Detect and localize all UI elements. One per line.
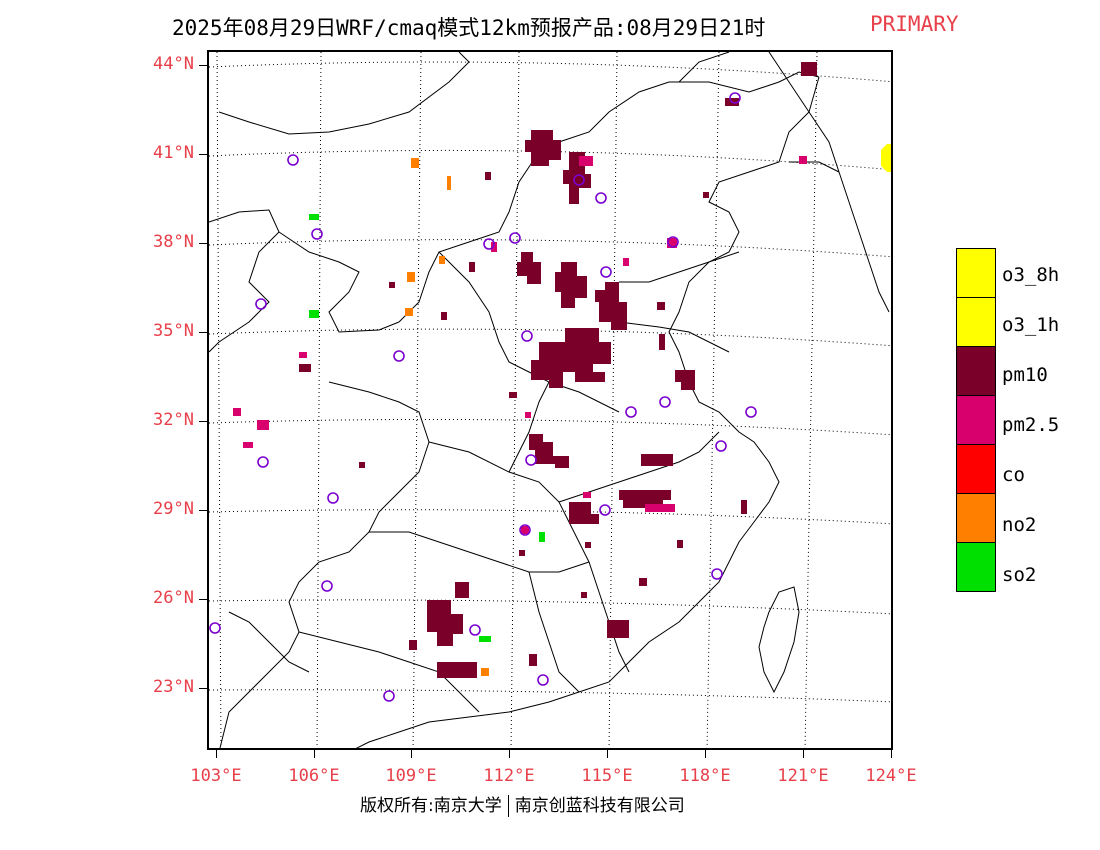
lat-tick [199,599,207,600]
legend-label-pm25: pm2.5 [1002,414,1060,436]
lat-tick [199,243,207,244]
legend-label-pm10: pm10 [1002,364,1048,386]
map-panel[interactable] [207,50,893,750]
lon-label-118: 118°E [679,766,731,786]
copyright-footer: 版权所有:南京大学 南京创蓝科技有限公司 [360,791,685,817]
legend-label-o3-1h: o3_1h [1002,314,1060,336]
lat-label-44: 44°N [153,54,194,74]
lon-label-109: 109°E [385,766,437,786]
legend-label-co: co [1002,464,1025,486]
lon-tick [891,750,892,758]
lon-label-115: 115°E [581,766,633,786]
legend-label-so2: so2 [1002,564,1037,586]
lon-tick [607,750,608,758]
legend-label-no2: no2 [1002,514,1037,536]
lon-tick [705,750,706,758]
lon-tick [509,750,510,758]
legend [956,248,996,592]
map-svg [209,52,891,748]
legend-swatch-so2 [956,542,996,592]
lon-tick [411,750,412,758]
lat-label-23: 23°N [153,677,194,697]
lon-tick [803,750,804,758]
primary-tag: PRIMARY [870,12,959,36]
lat-tick [199,65,207,66]
lat-tick [199,154,207,155]
lat-label-26: 26°N [153,588,194,608]
lon-tick [314,750,315,758]
legend-swatch-no2 [956,493,996,543]
lat-label-38: 38°N [153,232,194,252]
station-markers [209,92,757,702]
lon-label-124: 124°E [865,766,917,786]
lon-label-121: 121°E [777,766,829,786]
pollution-cells [233,62,891,678]
legend-swatch-co [956,444,996,494]
lat-tick [199,510,207,511]
legend-swatch-o3-1h [956,297,996,347]
legend-swatch-pm25 [956,395,996,445]
lat-tick [199,332,207,333]
lat-label-35: 35°N [153,321,194,341]
footer-separator [507,795,509,817]
lon-label-103: 103°E [190,766,242,786]
lat-label-32: 32°N [153,410,194,430]
legend-swatch-o3-8h [956,248,996,298]
lat-tick [199,688,207,689]
lon-label-106: 106°E [288,766,340,786]
map-title: 2025年08月29日WRF/cmaq模式12km预报产品:08月29日21时 [172,16,766,40]
copyright-right: 南京创蓝科技有限公司 [514,796,685,816]
lon-tick [216,750,217,758]
lat-tick [199,421,207,422]
lat-label-41: 41°N [153,143,194,163]
lon-label-112: 112°E [483,766,535,786]
legend-label-o3-8h: o3_8h [1002,264,1060,286]
lat-label-29: 29°N [153,499,194,519]
title-row: 2025年08月29日WRF/cmaq模式12km预报产品:08月29日21时 … [0,12,1100,42]
legend-swatch-pm10 [956,346,996,396]
copyright-left: 版权所有:南京大学 [360,796,502,816]
